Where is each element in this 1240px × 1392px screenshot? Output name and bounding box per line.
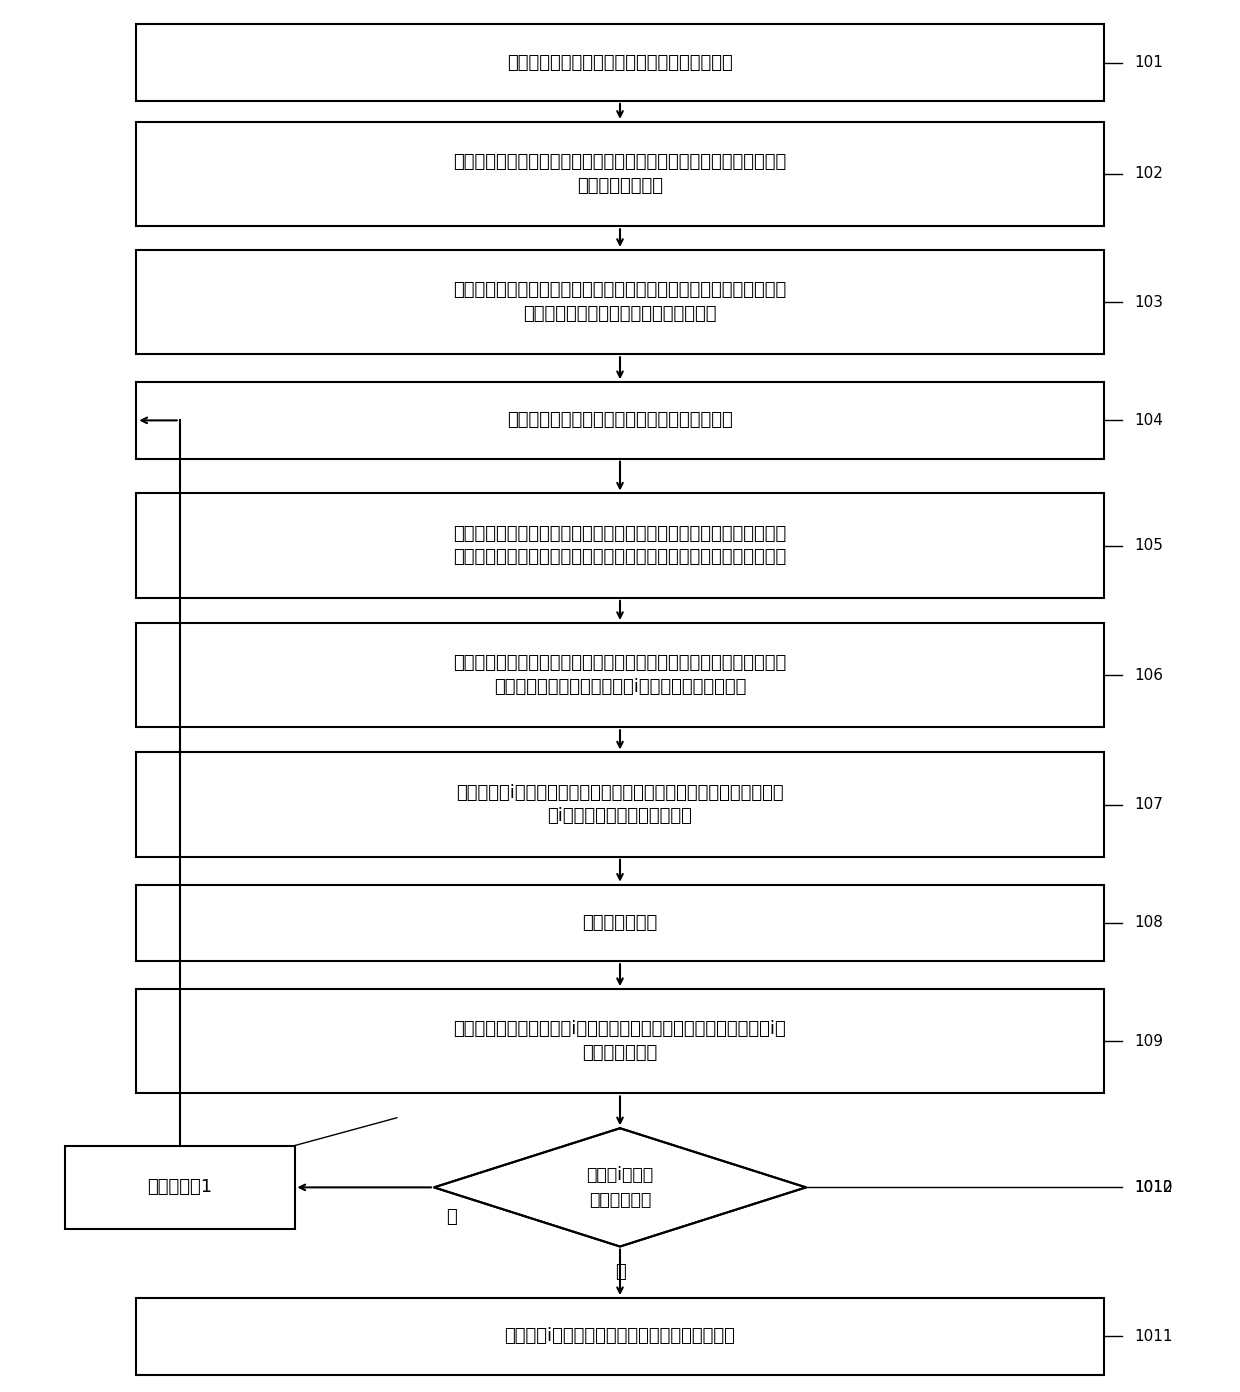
Text: 当前第i次迭代
满足收敛标准: 当前第i次迭代 满足收敛标准 bbox=[587, 1166, 653, 1208]
Text: 根据观测系统参数、纵波偏移速度、横波偏移速度和偏移密度模型，获
得每一炮对应的多分量正传质点速度波场: 根据观测系统参数、纵波偏移速度、横波偏移速度和偏移密度模型，获 得每一炮对应的多… bbox=[454, 281, 786, 323]
Text: 获取待偏移成像的观测多炮多分量观测地震记录: 获取待偏移成像的观测多炮多分量观测地震记录 bbox=[507, 54, 733, 71]
Text: 根据待偏移成像的观测多炮多分量观测地震记录和前一次迭代更新得到
的预测多分量地震记录，获得当前迭代对应的多分量反传质点速度波场: 根据待偏移成像的观测多炮多分量观测地震记录和前一次迭代更新得到 的预测多分量地震… bbox=[454, 525, 786, 567]
Text: 根据最优化步长和当前第i次迭代对应的下降方向剖面，更新当前第i次
迭代的偏移剖面: 根据最优化步长和当前第i次迭代对应的下降方向剖面，更新当前第i次 迭代的偏移剖面 bbox=[454, 1020, 786, 1062]
FancyBboxPatch shape bbox=[136, 1297, 1104, 1375]
Text: 106: 106 bbox=[1135, 668, 1163, 682]
Text: 是: 是 bbox=[615, 1264, 625, 1281]
FancyBboxPatch shape bbox=[64, 1146, 295, 1229]
FancyBboxPatch shape bbox=[136, 24, 1104, 102]
Text: 将当前第i次迭代的偏移剖面确定为最终偏移剖面: 将当前第i次迭代的偏移剖面确定为最终偏移剖面 bbox=[505, 1328, 735, 1345]
Text: 确定最优化步长: 确定最优化步长 bbox=[583, 915, 657, 931]
Text: 根据当前第i次迭代对应的梯度剖面，采用最优化反演算法，获得当前
第i次迭代对应的下降方向剖面: 根据当前第i次迭代对应的梯度剖面，采用最优化反演算法，获得当前 第i次迭代对应的… bbox=[456, 784, 784, 825]
FancyBboxPatch shape bbox=[136, 122, 1104, 227]
Text: 获取前一次迭代更新得到的预测多分量地震记录: 获取前一次迭代更新得到的预测多分量地震记录 bbox=[507, 412, 733, 429]
Text: 109: 109 bbox=[1135, 1034, 1163, 1048]
Text: 102: 102 bbox=[1135, 167, 1163, 181]
Text: 107: 107 bbox=[1135, 798, 1163, 812]
Text: 否: 否 bbox=[446, 1208, 458, 1226]
Text: 1011: 1011 bbox=[1135, 1329, 1173, 1343]
Text: 迭代次数加1: 迭代次数加1 bbox=[148, 1179, 212, 1196]
FancyBboxPatch shape bbox=[136, 381, 1104, 459]
FancyBboxPatch shape bbox=[136, 494, 1104, 599]
Text: 1010: 1010 bbox=[1135, 1180, 1173, 1194]
FancyBboxPatch shape bbox=[136, 624, 1104, 727]
FancyBboxPatch shape bbox=[136, 988, 1104, 1094]
FancyBboxPatch shape bbox=[136, 752, 1104, 856]
FancyBboxPatch shape bbox=[136, 251, 1104, 354]
Text: 获取地震工区的观测系统参数、纵波偏移速度、横波偏移速度和偏移密
度模型和偏移参数: 获取地震工区的观测系统参数、纵波偏移速度、横波偏移速度和偏移密 度模型和偏移参数 bbox=[454, 153, 786, 195]
Text: 103: 103 bbox=[1135, 295, 1163, 309]
Text: 108: 108 bbox=[1135, 916, 1163, 930]
Text: 104: 104 bbox=[1135, 413, 1163, 427]
FancyBboxPatch shape bbox=[136, 885, 1104, 960]
Text: 根据当前迭代对应的多分量反传质点速度波场和每一炮对应的多分量正
传质点速度波场，获得当前第i次迭代对应的梯度剖面: 根据当前迭代对应的多分量反传质点速度波场和每一炮对应的多分量正 传质点速度波场，… bbox=[454, 654, 786, 696]
Polygon shape bbox=[434, 1128, 806, 1247]
Text: 105: 105 bbox=[1135, 539, 1163, 553]
Text: 101: 101 bbox=[1135, 56, 1163, 70]
Text: 1012: 1012 bbox=[1135, 1180, 1173, 1194]
